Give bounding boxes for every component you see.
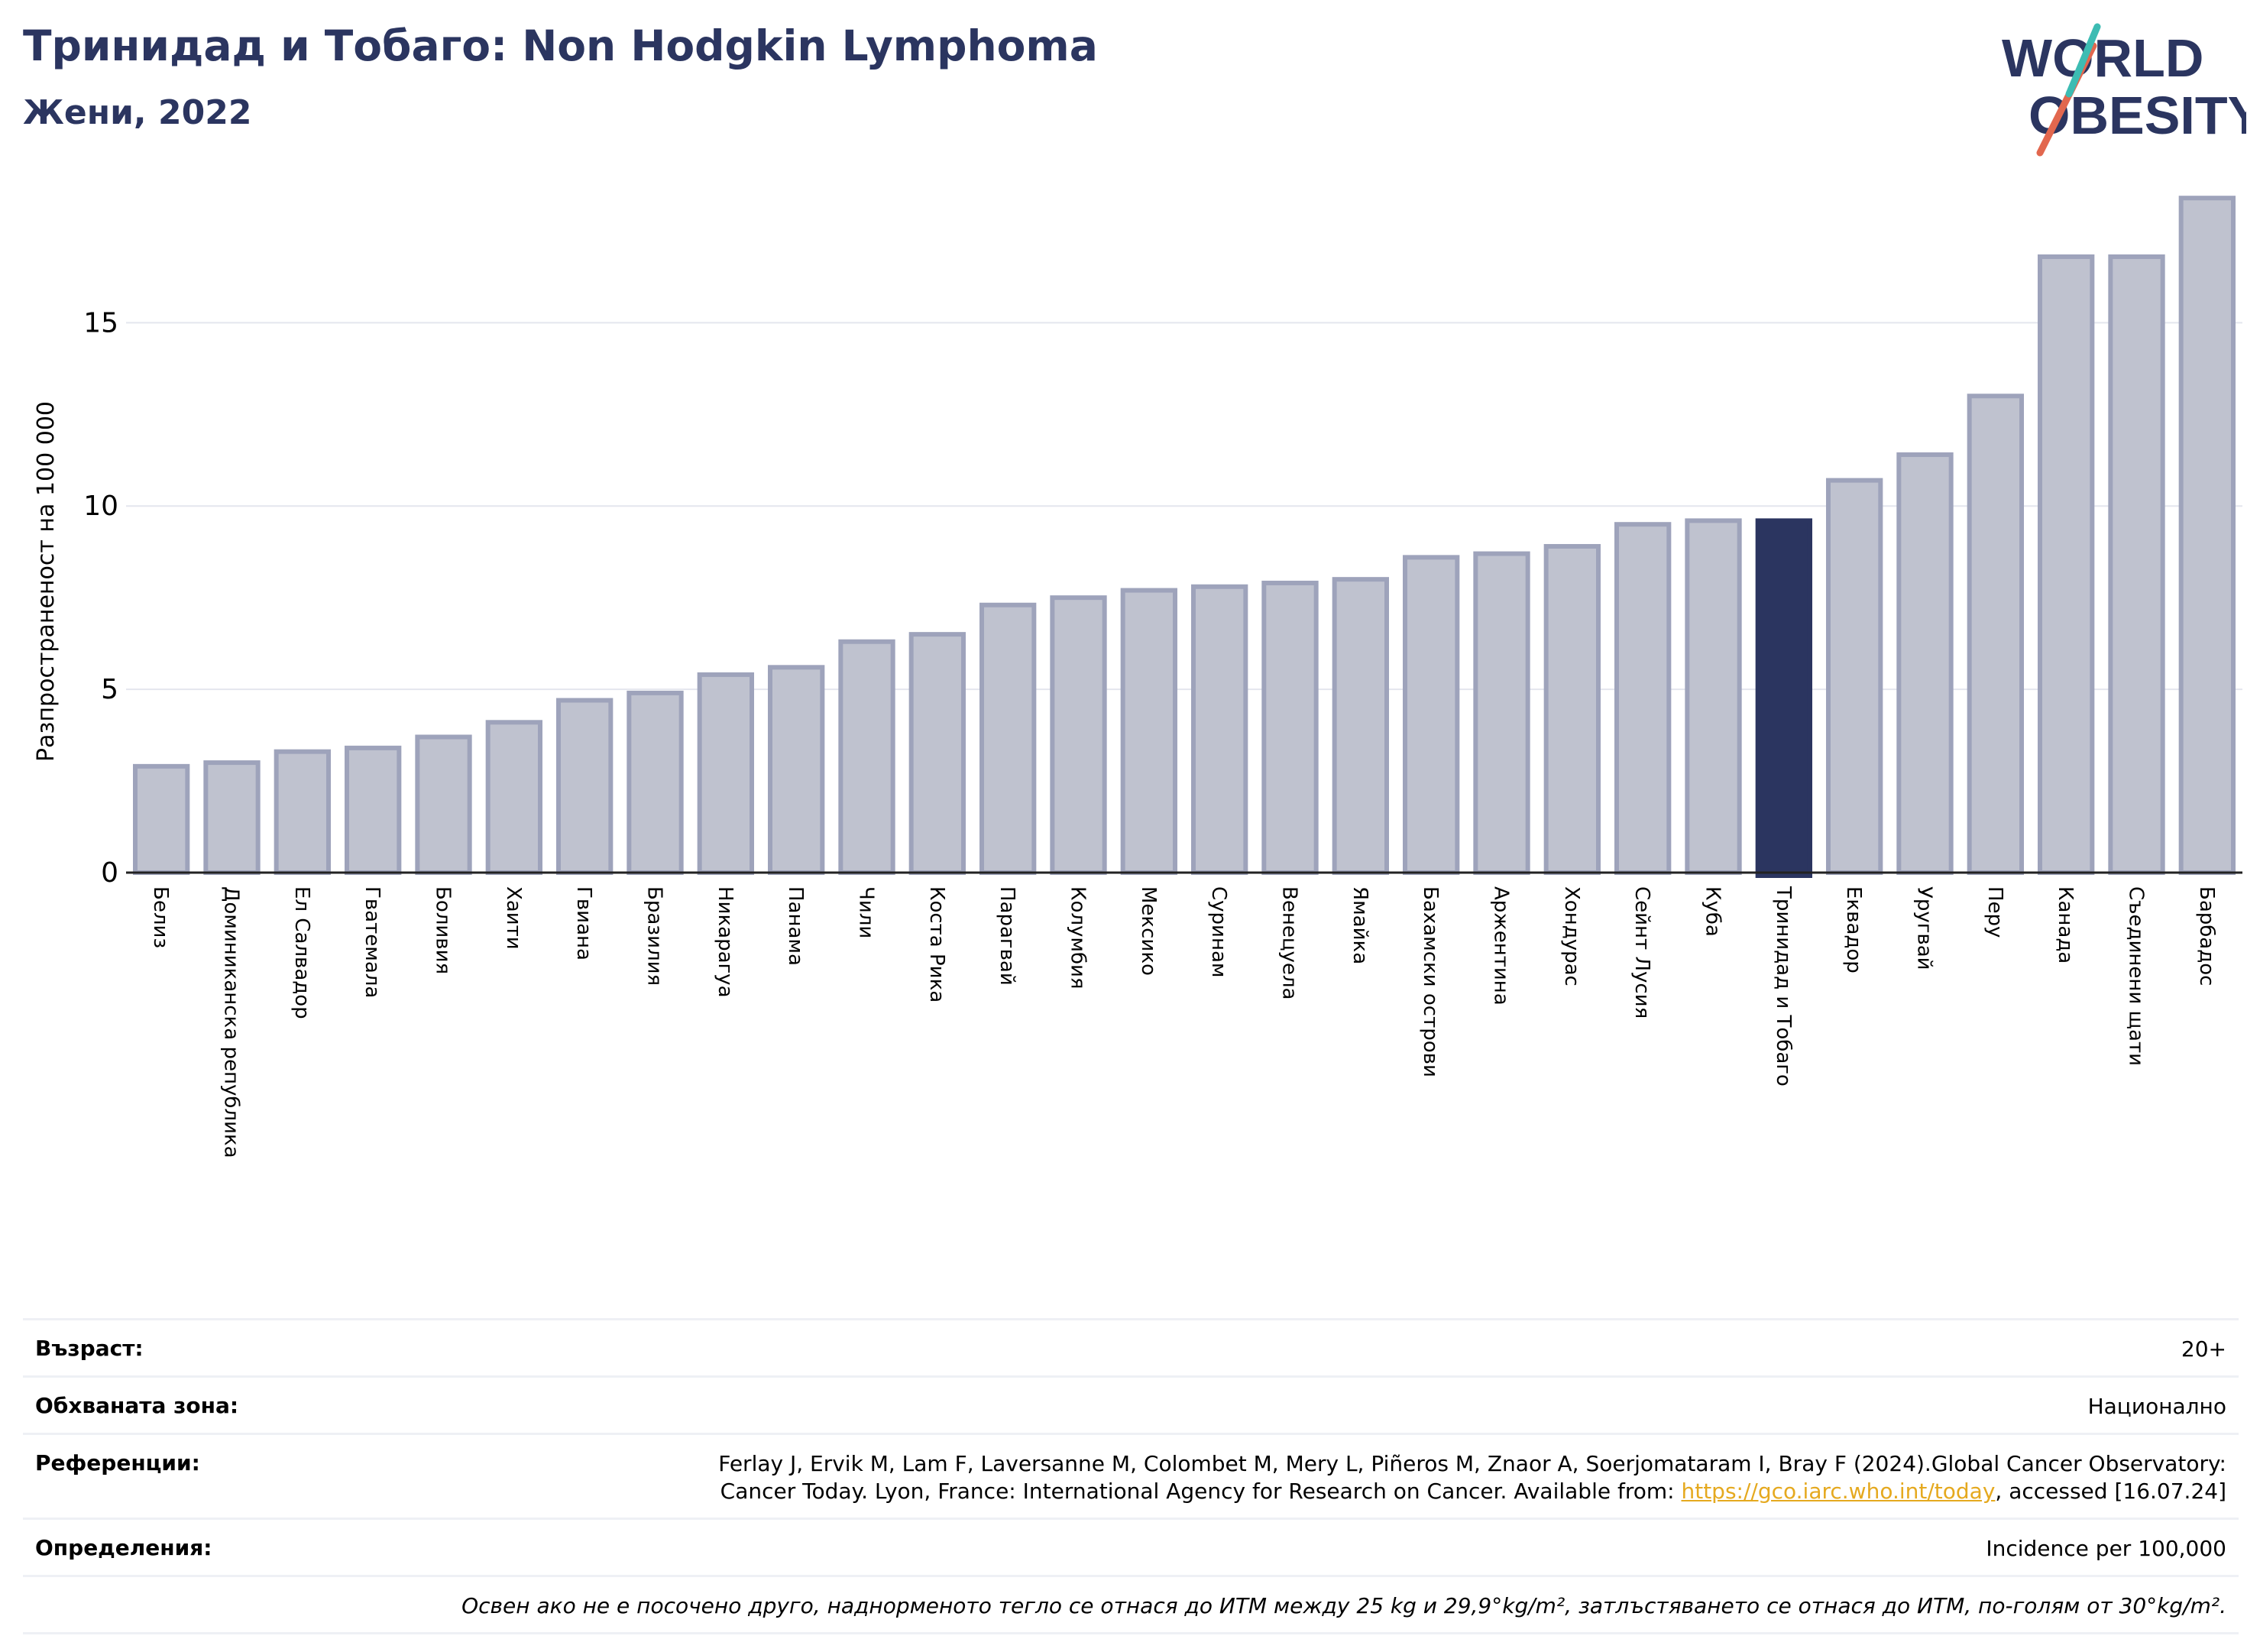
info-row-note: Освен ако не е посочено друго, наднормeн… bbox=[23, 1575, 2239, 1634]
x-tick-label: Доминиканска република bbox=[220, 886, 243, 1158]
x-tick-label: Бахамски острови bbox=[1419, 886, 1442, 1077]
x-tick-label: Мексико bbox=[1137, 886, 1160, 976]
x-tick-label: Венецуела bbox=[1278, 886, 1301, 999]
bar bbox=[1332, 577, 1389, 875]
bar bbox=[768, 665, 825, 875]
bar bbox=[1191, 584, 1248, 875]
bar bbox=[274, 749, 331, 876]
info-table: Възраст: 20+ Обхваната зона: Национално … bbox=[23, 1318, 2239, 1634]
bar bbox=[979, 602, 1037, 875]
x-tick-label: Перу bbox=[1983, 886, 2006, 938]
references-text-2: Cancer Today. Lyon, France: Internationa… bbox=[720, 1479, 1682, 1504]
bar bbox=[1473, 551, 1530, 875]
y-axis-label: Разпространеност на 100 000 bbox=[33, 401, 60, 762]
x-tick-label: Колумбия bbox=[1067, 886, 1090, 990]
x-tick-label: Аржентина bbox=[1490, 886, 1513, 1006]
x-tick-label: Бразилия bbox=[643, 886, 666, 986]
bar bbox=[1826, 478, 1883, 875]
x-tick-label: Никарагуа bbox=[714, 886, 737, 998]
bar bbox=[697, 672, 754, 876]
area-value: Национално bbox=[2087, 1394, 2226, 1419]
world-obesity-logo: WORLD OBESITY bbox=[2002, 23, 2246, 157]
age-label: Възраст: bbox=[35, 1336, 144, 1361]
references-text-3: , accessed [16.07.24] bbox=[1995, 1479, 2226, 1504]
y-tick-label: 5 bbox=[101, 674, 118, 705]
references-link[interactable]: https://gco.iarc.who.int/today bbox=[1681, 1479, 1996, 1504]
x-tick-label: Гвиана bbox=[572, 886, 595, 960]
x-tick-label: Хондурас bbox=[1560, 886, 1583, 986]
info-row-age: Възраст: 20+ bbox=[23, 1318, 2239, 1375]
x-tick-label: Уругвай bbox=[1913, 886, 1936, 970]
x-tick-label: Куба bbox=[1701, 886, 1724, 937]
bar-chart: 0 5 10 15 Разпространеност на 100 000 Белиз До… bbox=[33, 196, 2242, 1158]
bar bbox=[203, 760, 261, 876]
references-text-1: Ferlay J, Ervik M, Lam F, Laversanne M, … bbox=[718, 1451, 2226, 1476]
references-label: Референции: bbox=[35, 1450, 200, 1475]
x-tick-label: Белиз bbox=[149, 886, 172, 948]
x-tick-label: Ел Салвадор bbox=[290, 886, 313, 1019]
bar bbox=[838, 639, 895, 876]
page-subtitle: Жени, 2022 bbox=[23, 93, 252, 132]
info-row-definitions: Определения: Incidence per 100,000 bbox=[23, 1518, 2239, 1575]
bar-highlight bbox=[1755, 518, 1812, 878]
age-value: 20+ bbox=[2181, 1336, 2226, 1362]
bar bbox=[1120, 588, 1177, 875]
x-tick-label: Сейнт Лусия bbox=[1630, 886, 1653, 1019]
x-tick-label: Боливия bbox=[432, 886, 455, 974]
x-tick-label: Еквадор bbox=[1842, 886, 1865, 973]
x-tick-label: Коста Рика bbox=[925, 886, 948, 1003]
x-tick-label: Тринидад и Тобаго bbox=[1772, 886, 1795, 1087]
x-tick-label: Хаити bbox=[502, 886, 525, 950]
references-value: Ferlay J, Ervik M, Lam F, Laversanne M, … bbox=[35, 1435, 2226, 1518]
x-tick-label: Ямайка bbox=[1349, 886, 1371, 964]
bar bbox=[2108, 254, 2165, 875]
area-label: Обхваната зона: bbox=[35, 1393, 239, 1418]
logo-slash-teal bbox=[2065, 23, 2101, 98]
bar bbox=[1685, 518, 1742, 875]
y-tick-label: 10 bbox=[83, 491, 118, 522]
bar bbox=[1050, 595, 1107, 875]
bmi-note: Освен ако не е посочено друго, наднормeн… bbox=[461, 1593, 2226, 1618]
y-tick-label: 15 bbox=[83, 307, 118, 338]
x-tick-label: Парагвай bbox=[996, 886, 1018, 986]
x-tick-label: Суринам bbox=[1207, 886, 1230, 978]
x-tick-label: Гватемала bbox=[361, 886, 384, 998]
logo-line-1: WORLD bbox=[2002, 28, 2203, 88]
bar bbox=[485, 720, 542, 875]
x-tick-label: Панама bbox=[784, 886, 807, 966]
bar bbox=[627, 690, 684, 875]
x-tick-label: Чили bbox=[855, 886, 878, 938]
bar bbox=[1614, 522, 1672, 876]
bar bbox=[133, 763, 190, 875]
x-tick-label: Барбадос bbox=[2195, 886, 2218, 986]
bar bbox=[908, 632, 966, 875]
bar bbox=[345, 745, 402, 875]
bar bbox=[1543, 543, 1601, 876]
bar bbox=[415, 734, 472, 875]
page-title: Тринидад и Тобаго: Non Hodgkin Lymphoma bbox=[23, 21, 1098, 70]
info-row-references: Референции: Ferlay J, Ervik M, Lam F, La… bbox=[23, 1433, 2239, 1518]
y-tick-label: 0 bbox=[101, 857, 118, 889]
bar bbox=[1967, 394, 2024, 875]
bar bbox=[2178, 196, 2236, 876]
info-row-area: Обхваната зона: Национално bbox=[23, 1375, 2239, 1433]
x-tick-label: Канада bbox=[2054, 886, 2077, 964]
bar bbox=[1403, 555, 1460, 876]
bar bbox=[556, 698, 614, 875]
x-tick-label: Съединени щати bbox=[2125, 886, 2148, 1066]
bar bbox=[1261, 580, 1319, 875]
bar bbox=[1896, 452, 1954, 875]
bar bbox=[2038, 254, 2095, 875]
definitions-label: Определения: bbox=[35, 1535, 212, 1560]
definitions-value: Incidence per 100,000 bbox=[1986, 1536, 2226, 1561]
